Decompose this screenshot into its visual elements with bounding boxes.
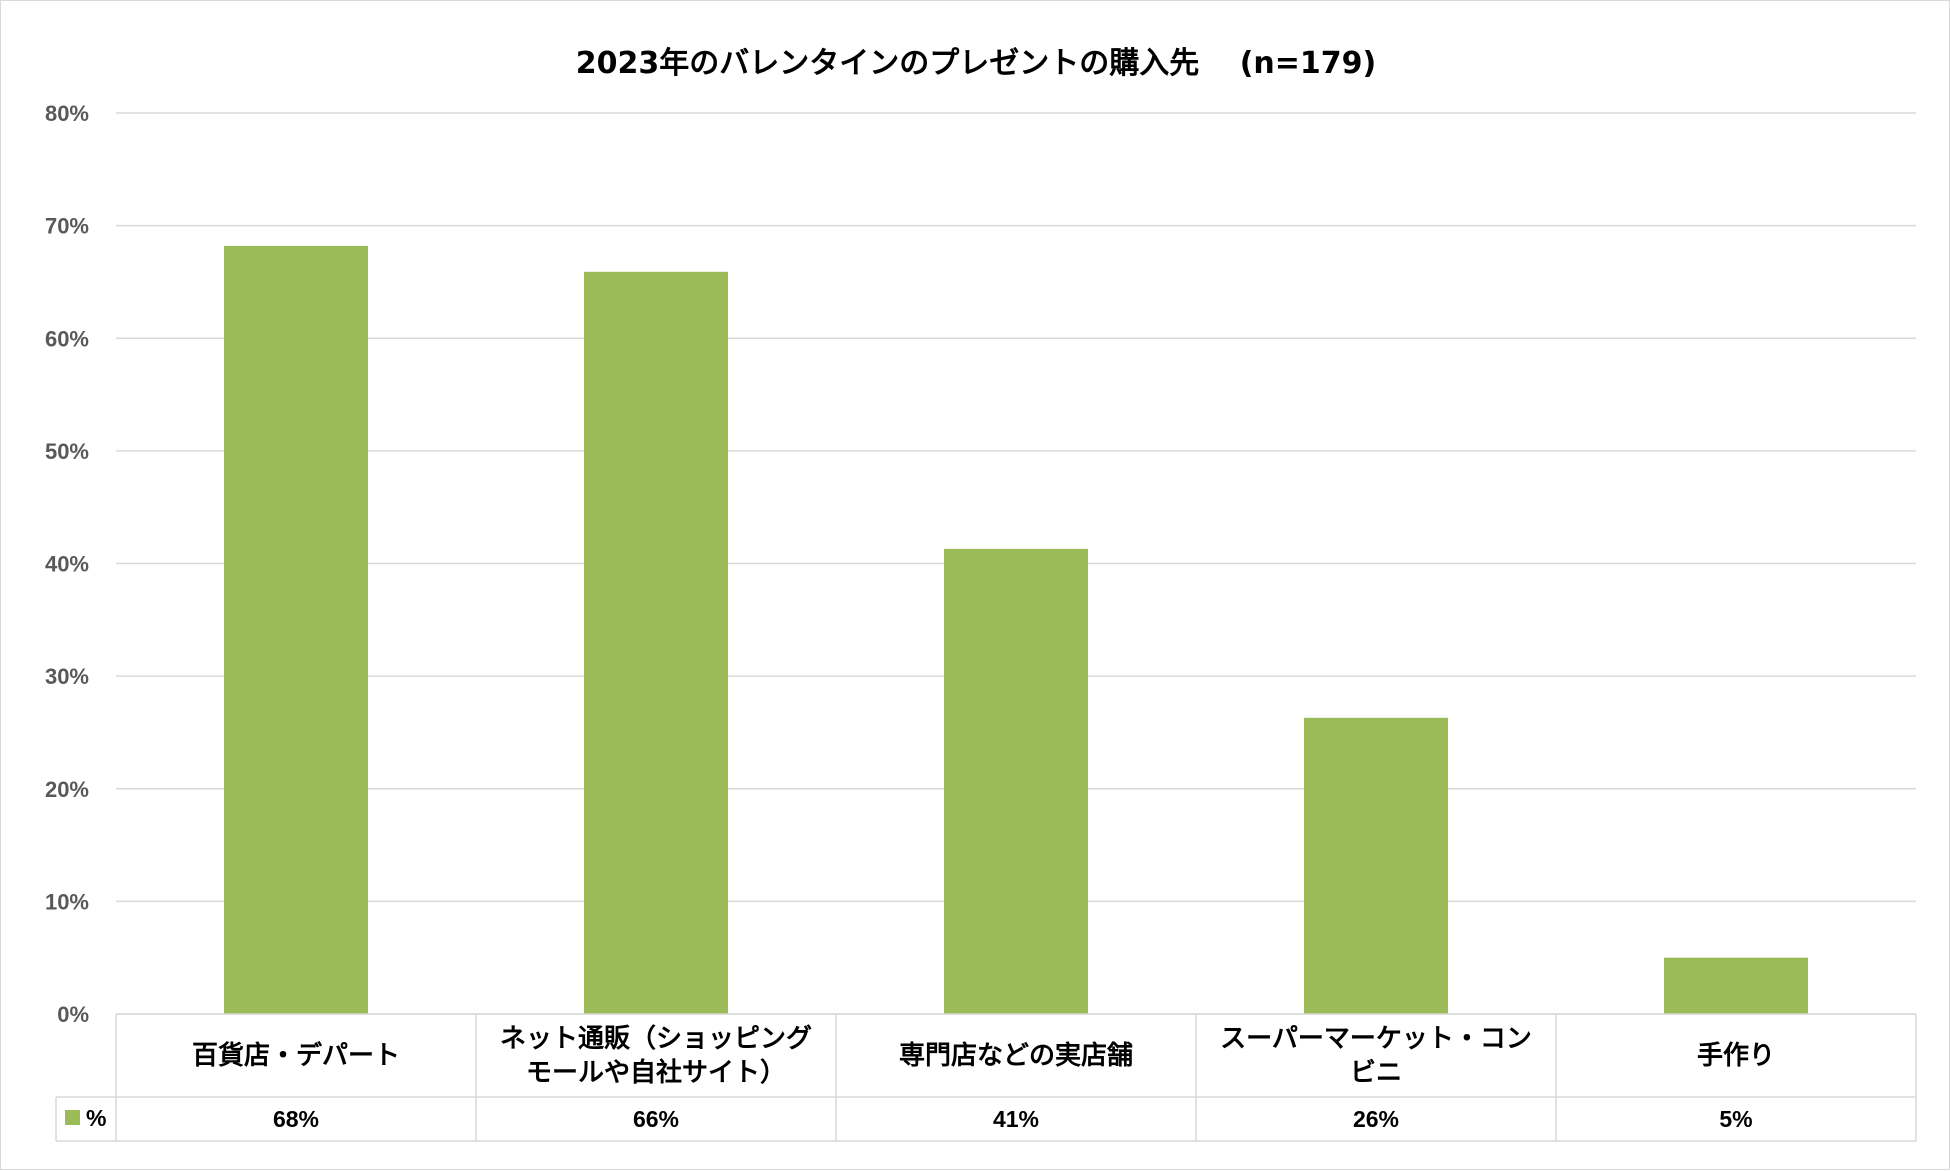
y-tick-label: 20%: [45, 777, 89, 802]
value-label: 5%: [1719, 1106, 1752, 1132]
bar: [944, 548, 1088, 1014]
y-tick-label: 60%: [45, 326, 89, 351]
value-label: 66%: [633, 1106, 679, 1132]
category-label: 手作り: [1697, 1041, 1775, 1071]
category-label-line: ビニ: [1350, 1058, 1402, 1088]
y-axis-ticks: 0% 10% 20% 30% 40% 50% 60% 70% 80%: [45, 101, 89, 1027]
value-label: 26%: [1353, 1106, 1399, 1132]
legend-swatch: [65, 1110, 80, 1125]
category-label: 百貨店・デパート: [192, 1040, 400, 1071]
bar: [224, 245, 368, 1014]
category-label-line: スーパーマーケット・コン: [1220, 1024, 1532, 1054]
y-tick-label: 80%: [45, 101, 89, 126]
data-table: 百貨店・デパート ネット通販（ショッピングモールや自社サイト） 専門店などの実店舗 ス…: [55, 1013, 1917, 1142]
bar: [584, 271, 728, 1014]
y-tick-label: 10%: [45, 889, 89, 914]
bar: [1304, 717, 1448, 1014]
y-tick-label: 0%: [57, 1002, 89, 1027]
legend-label: %: [86, 1105, 106, 1131]
y-tick-label: 30%: [45, 664, 89, 689]
chart-title: 2023年のバレンタインのプレゼントの購入先 (n=179): [576, 46, 1376, 81]
category-label: スーパーマーケット・コンビニ: [1220, 1024, 1532, 1088]
value-label: 41%: [993, 1106, 1039, 1132]
y-tick-label: 40%: [45, 552, 89, 577]
category-label: 専門店などの実店舗: [899, 1040, 1133, 1071]
bar: [1664, 957, 1808, 1014]
category-label-line: ネット通販（ショッピング: [500, 1024, 812, 1054]
bars: [224, 245, 1808, 1014]
y-tick-label: 70%: [45, 214, 89, 239]
y-tick-label: 50%: [45, 439, 89, 464]
value-label: 68%: [273, 1106, 319, 1132]
category-label-line: モールや自社サイト）: [526, 1057, 786, 1088]
category-label: ネット通販（ショッピングモールや自社サイト）: [500, 1024, 812, 1088]
